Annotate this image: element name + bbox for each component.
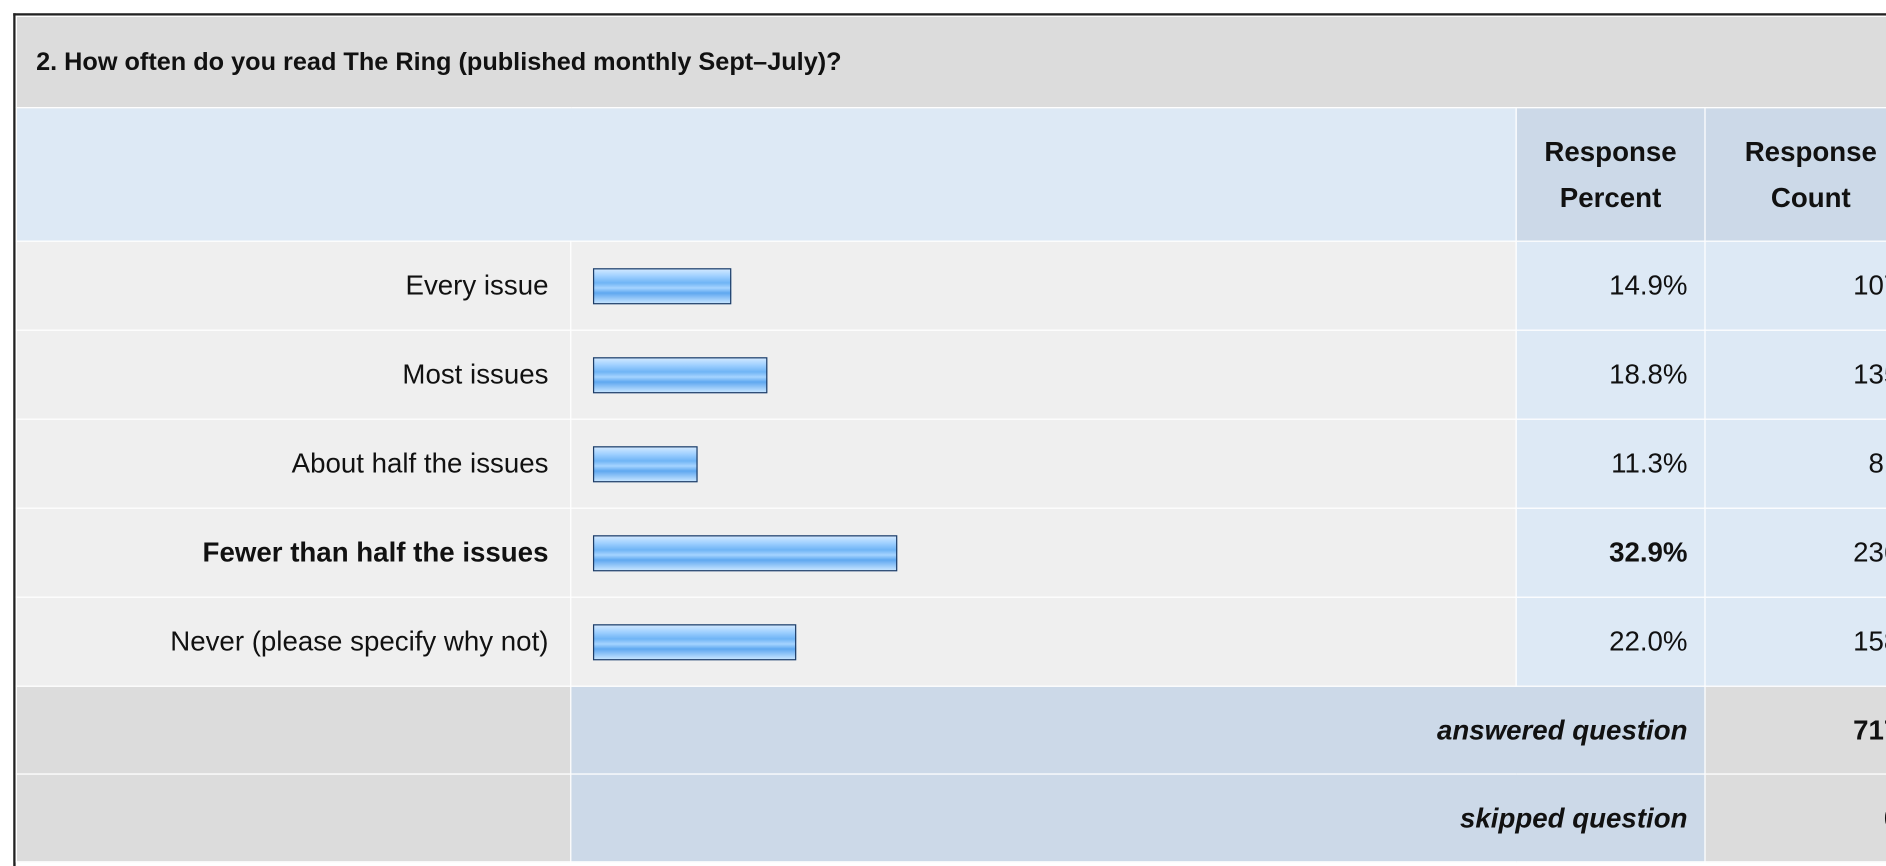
- table-body: 2. How often do you read The Ring (publi…: [15, 15, 1886, 863]
- answer-label: Never (please specify why not): [15, 596, 572, 687]
- percent-bar: [592, 356, 768, 393]
- header-row: Response Percent Response Count: [15, 107, 1886, 242]
- response-count: 135: [1704, 329, 1886, 420]
- summary-blank: [15, 773, 572, 863]
- response-percent: 11.3%: [1515, 418, 1706, 509]
- bar-cell: [570, 418, 1519, 509]
- answer-row: Never (please specify why not) 22.0%158: [15, 596, 1886, 687]
- response-percent: 18.8%: [1515, 329, 1706, 420]
- percent-bar: [592, 445, 698, 482]
- response-percent: 14.9%: [1515, 240, 1706, 331]
- answer-label: Fewer than half the issues: [15, 507, 572, 598]
- header-blank: [15, 107, 1517, 242]
- response-count: 81: [1704, 418, 1886, 509]
- summary-label: answered question: [570, 685, 1706, 775]
- response-count: 158: [1704, 596, 1886, 687]
- answer-label: About half the issues: [15, 418, 572, 509]
- summary-count: 717: [1704, 685, 1886, 775]
- title-row: 2. How often do you read The Ring (publi…: [15, 15, 1886, 109]
- answer-label: Most issues: [15, 329, 572, 420]
- percent-bar: [592, 534, 898, 571]
- answer-row: Fewer than half the issues 32.9%236: [15, 507, 1886, 598]
- answer-row: About half the issues 11.3%81: [15, 418, 1886, 509]
- bar-cell: [570, 596, 1519, 687]
- summary-row: answered question717: [15, 685, 1886, 775]
- percent-bar: [592, 623, 797, 660]
- survey-table: 2. How often do you read The Ring (publi…: [15, 15, 1886, 863]
- answer-row: Most issues 18.8%135: [15, 329, 1886, 420]
- bar-track: [592, 445, 1519, 482]
- response-count: 107: [1704, 240, 1886, 331]
- summary-row: skipped question0: [15, 773, 1886, 863]
- response-count: 236: [1704, 507, 1886, 598]
- bar-track: [592, 267, 1519, 304]
- header-percent: Response Percent: [1515, 107, 1706, 242]
- question-title: 2. How often do you read The Ring (publi…: [15, 15, 1886, 109]
- bar-cell: [570, 507, 1519, 598]
- summary-blank: [15, 685, 572, 775]
- answer-label: Every issue: [15, 240, 572, 331]
- bar-track: [592, 534, 1519, 571]
- bar-cell: [570, 240, 1519, 331]
- response-percent: 22.0%: [1515, 596, 1706, 687]
- bar-cell: [570, 329, 1519, 420]
- survey-table-box: 2. How often do you read The Ring (publi…: [13, 13, 1886, 866]
- bar-track: [592, 623, 1519, 660]
- header-count: Response Count: [1704, 107, 1886, 242]
- response-percent: 32.9%: [1515, 507, 1706, 598]
- summary-label: skipped question: [570, 773, 1706, 863]
- percent-bar: [592, 267, 731, 304]
- summary-count: 0: [1704, 773, 1886, 863]
- bar-track: [592, 356, 1519, 393]
- answer-row: Every issue 14.9%107: [15, 240, 1886, 331]
